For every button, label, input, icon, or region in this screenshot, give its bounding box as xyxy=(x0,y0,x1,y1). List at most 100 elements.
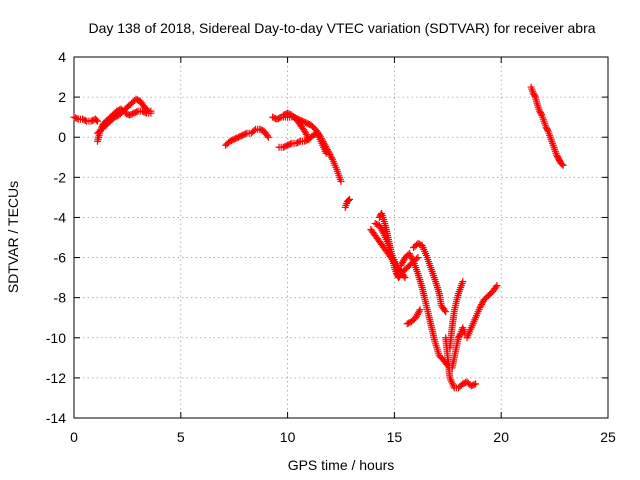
data-point xyxy=(416,306,424,314)
x-tick-label: 15 xyxy=(387,429,403,445)
data-point xyxy=(276,114,284,122)
series-arc-2b xyxy=(269,113,345,185)
series-arc-1d xyxy=(121,107,155,119)
y-axis-title: SDTVAR / TECUs xyxy=(5,181,21,293)
data-point xyxy=(414,309,422,317)
y-tick-label: 4 xyxy=(58,49,66,65)
series-arc-2a xyxy=(222,125,272,149)
series-arc-1a xyxy=(70,113,101,125)
data-point xyxy=(492,283,500,291)
data-point xyxy=(263,132,271,140)
data-point xyxy=(302,129,310,137)
data-point xyxy=(304,134,312,142)
y-tick-label: 0 xyxy=(58,129,66,145)
data-point xyxy=(337,177,345,185)
data-point xyxy=(543,126,551,134)
series-arc-3 xyxy=(341,195,354,211)
data-point xyxy=(559,161,567,169)
data-point xyxy=(242,130,250,138)
data-point xyxy=(346,195,354,203)
data-point xyxy=(264,133,272,141)
data-point xyxy=(377,225,385,233)
series-arc-4f xyxy=(403,306,424,328)
x-tick-label: 10 xyxy=(280,429,296,445)
y-tick-label: -12 xyxy=(46,370,66,386)
data-point xyxy=(397,262,405,270)
data-point xyxy=(531,92,539,100)
data-point xyxy=(478,299,486,307)
series-arc-2c xyxy=(275,129,330,157)
y-tick-label: -10 xyxy=(46,330,66,346)
data-point xyxy=(344,196,352,204)
series-arc-1c xyxy=(93,95,155,137)
data-point xyxy=(396,268,404,276)
data-point xyxy=(398,260,406,268)
data-point xyxy=(415,307,423,315)
data-point xyxy=(476,304,484,312)
y-tick-label: -14 xyxy=(46,410,66,426)
y-tick-label: -4 xyxy=(54,209,67,225)
data-point xyxy=(147,109,155,117)
data-point xyxy=(441,306,449,314)
series-arc-4g xyxy=(442,334,480,392)
chart-title: Day 138 of 2018, Sidereal Day-to-day VTE… xyxy=(88,20,595,36)
data-point xyxy=(305,135,313,143)
y-tick-label: -6 xyxy=(54,250,67,266)
data-point xyxy=(73,115,81,123)
data-point xyxy=(250,127,258,135)
data-point xyxy=(413,311,421,319)
data-marks xyxy=(70,83,567,392)
data-point xyxy=(399,257,407,265)
x-tick-label: 5 xyxy=(177,429,185,445)
data-point xyxy=(133,108,141,116)
data-point xyxy=(409,256,417,264)
data-point xyxy=(286,140,294,148)
y-tick-label: -2 xyxy=(54,169,67,185)
data-point xyxy=(407,253,415,261)
data-point xyxy=(405,250,413,258)
data-point xyxy=(477,302,485,310)
data-point xyxy=(326,150,334,158)
series-arc-4e xyxy=(410,240,450,316)
x-axis-title: GPS time / hours xyxy=(288,457,395,473)
data-point xyxy=(397,270,405,278)
data-point xyxy=(328,154,336,162)
data-point xyxy=(302,130,310,138)
data-point xyxy=(395,266,403,274)
data-point xyxy=(414,254,422,262)
data-point xyxy=(472,380,480,388)
data-point xyxy=(459,278,467,286)
y-tick-label: 2 xyxy=(58,89,66,105)
data-point xyxy=(322,149,330,157)
data-point xyxy=(456,331,464,339)
data-point xyxy=(378,226,386,234)
series-arc-4j xyxy=(463,282,501,342)
series-arc-4h xyxy=(446,278,467,352)
data-point xyxy=(379,228,387,236)
data-point xyxy=(413,312,421,320)
data-point xyxy=(493,282,501,290)
x-tick-label: 20 xyxy=(493,429,509,445)
data-point xyxy=(558,160,566,168)
x-tick-label: 25 xyxy=(600,429,616,445)
data-point xyxy=(401,274,409,282)
series-arc-5 xyxy=(527,83,567,169)
data-point xyxy=(470,381,478,389)
data-point xyxy=(406,251,414,259)
data-point xyxy=(303,132,311,140)
series-arc-4d xyxy=(397,250,452,370)
data-point xyxy=(301,127,309,135)
axis-ticks: 0 5 10 15 20 25 -14 -12 -10 -8 -6 -4 -2 0 2 4 xyxy=(46,49,616,445)
x-tick-label: 0 xyxy=(70,429,78,445)
data-point xyxy=(399,258,407,266)
data-point xyxy=(141,108,149,116)
data-point xyxy=(412,314,420,322)
series-arc-2d xyxy=(279,109,313,143)
data-point xyxy=(393,263,401,271)
data-point xyxy=(478,300,486,308)
data-point xyxy=(327,152,335,160)
y-tick-label: -8 xyxy=(54,290,67,306)
data-point xyxy=(295,138,303,146)
